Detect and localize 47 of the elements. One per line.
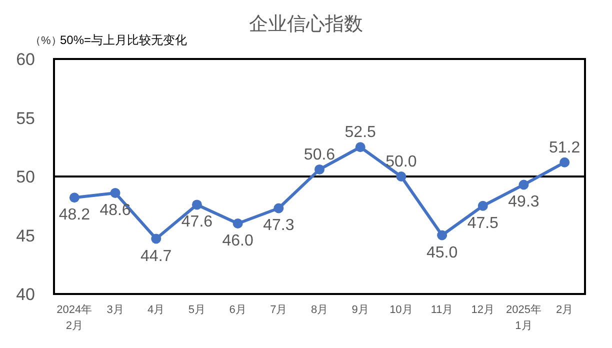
point <box>396 172 406 182</box>
x-tick-label: 10月 <box>390 304 413 316</box>
x-tick-label: 5月 <box>188 304 206 316</box>
x-tick-label: 3月 <box>106 304 124 316</box>
point <box>274 203 284 214</box>
text: 47.3 <box>263 217 294 234</box>
y-axis-title: （%） <box>30 35 62 47</box>
point <box>518 180 529 190</box>
x-tick-label: 9月 <box>352 304 369 316</box>
text: 48.6 <box>100 202 131 219</box>
point <box>314 164 324 174</box>
text: 48.2 <box>58 206 90 224</box>
text: 50%=与上月比较无变化 <box>60 33 188 47</box>
text: 50.6 <box>304 146 336 164</box>
text: 47.6 <box>181 214 213 231</box>
x-tick-label: 12月 <box>471 304 495 316</box>
point <box>478 200 488 211</box>
point <box>192 200 202 210</box>
point <box>437 230 448 240</box>
x-tick-label: 2月 <box>556 304 574 316</box>
text: 44.7 <box>140 248 172 265</box>
text: 49.3 <box>508 194 540 211</box>
text: 47.5 <box>467 214 498 232</box>
point <box>355 142 366 152</box>
x-tick-label: 6月 <box>229 304 246 316</box>
point <box>560 157 570 168</box>
text: 46.0 <box>222 232 254 250</box>
x-tick-label: 11月 <box>430 304 454 316</box>
x-tick-label: 2025年 1月 <box>506 304 542 332</box>
point <box>69 192 80 203</box>
text: 51.2 <box>549 139 580 156</box>
y-tick-label: 45 <box>16 226 35 246</box>
text: 52.5 <box>344 124 376 142</box>
point <box>110 188 120 198</box>
text: 45.0 <box>426 244 458 262</box>
x-tick-label: 2024年 2月 <box>56 304 92 332</box>
y-tick-label: 55 <box>16 108 35 128</box>
x-tick-label: 4月 <box>148 304 165 316</box>
text: 50.0 <box>386 154 417 170</box>
x-tick-label: 7月 <box>270 304 288 316</box>
y-tick-label: 60 <box>16 50 35 69</box>
point <box>232 218 243 228</box>
x-tick-label: 8月 <box>310 304 328 316</box>
y-tick-label: 50 <box>16 168 35 186</box>
chart-title: 企业信心指数 <box>249 13 363 35</box>
y-tick-label: 40 <box>16 285 35 304</box>
point <box>151 234 162 244</box>
